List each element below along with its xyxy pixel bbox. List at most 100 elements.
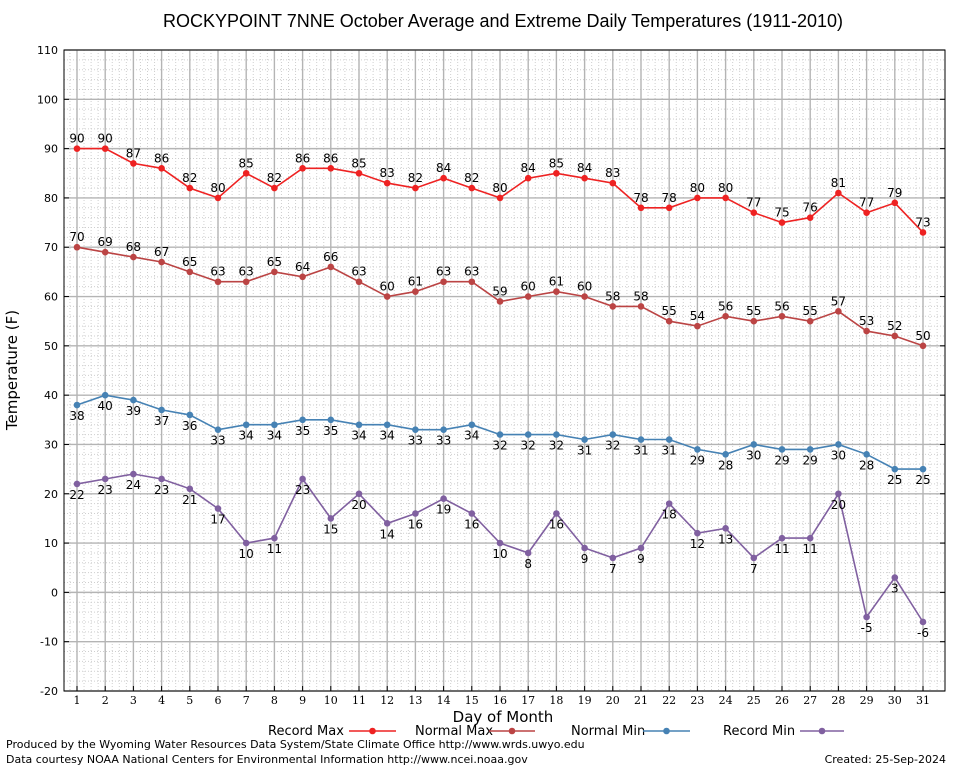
data-point <box>665 204 673 212</box>
data-point <box>383 179 391 187</box>
data-point <box>750 554 758 562</box>
data-point <box>214 194 222 202</box>
x-tick-label: 13 <box>408 694 422 707</box>
data-point <box>496 298 504 305</box>
data-label: 31 <box>577 444 592 458</box>
data-label: 86 <box>323 151 338 165</box>
data-label: 80 <box>210 181 225 195</box>
legend-marker <box>508 727 516 735</box>
data-point <box>553 288 560 295</box>
data-point <box>553 169 560 177</box>
data-point <box>440 278 447 286</box>
x-tick-label: 21 <box>634 694 648 707</box>
y-tick-label: 10 <box>44 537 58 550</box>
data-point <box>383 421 391 429</box>
data-point <box>722 312 729 320</box>
y-tick-label: 80 <box>44 192 58 205</box>
data-point <box>835 441 842 448</box>
x-tick-label: 31 <box>916 694 930 707</box>
y-tick-label: 70 <box>44 241 58 254</box>
data-point <box>806 446 814 453</box>
series-normal-max: 70 69 68 67 65 63 63 65 64 66 63 60 61 63 63 59 60 61 60 58… <box>69 230 931 350</box>
data-label: 58 <box>633 289 648 303</box>
data-point <box>355 421 363 429</box>
data-point <box>891 574 899 581</box>
data-label: 50 <box>915 329 930 343</box>
data-label: 20 <box>351 498 366 512</box>
y-tick-label: 20 <box>44 488 58 501</box>
data-point <box>835 189 842 197</box>
data-point <box>412 426 419 433</box>
data-label: 83 <box>380 166 395 180</box>
data-label: 10 <box>492 547 507 561</box>
data-label: 34 <box>464 429 479 443</box>
data-point <box>609 179 617 187</box>
data-label: 3 <box>891 582 899 596</box>
data-point <box>778 312 786 320</box>
data-label: 82 <box>267 171 282 185</box>
data-point <box>73 145 81 152</box>
data-point <box>553 431 560 438</box>
data-point <box>327 263 335 271</box>
data-point <box>806 317 814 325</box>
data-point <box>919 342 927 350</box>
data-label: 70 <box>69 230 84 244</box>
data-point <box>891 465 899 473</box>
data-label: 36 <box>182 419 197 433</box>
data-label: 75 <box>774 206 789 220</box>
data-point <box>665 317 673 325</box>
data-point <box>101 145 109 152</box>
y-tick-label: 0 <box>51 586 58 599</box>
data-label: 77 <box>859 196 874 210</box>
x-tick-label: 20 <box>606 694 620 707</box>
data-point <box>778 534 786 542</box>
data-point <box>73 480 81 488</box>
data-label: 34 <box>267 429 282 443</box>
x-tick-label: 25 <box>747 694 761 707</box>
data-point <box>271 184 278 192</box>
data-label: 29 <box>803 453 818 467</box>
data-label: 58 <box>605 289 620 303</box>
data-label: 84 <box>436 161 451 175</box>
data-label: 61 <box>549 275 564 289</box>
x-tick-label: 6 <box>215 694 222 707</box>
data-point <box>130 253 137 261</box>
data-point <box>355 169 363 177</box>
data-point <box>609 554 617 562</box>
data-label: 63 <box>239 265 254 279</box>
legend-label: Record Min <box>723 724 795 739</box>
legend-item: Record Min <box>723 724 844 739</box>
data-point <box>750 209 758 217</box>
data-point <box>863 451 870 458</box>
data-point <box>186 485 194 493</box>
data-point <box>637 204 645 212</box>
data-label: 7 <box>609 562 617 576</box>
data-label: 65 <box>267 255 282 269</box>
y-tick-label: 30 <box>44 438 58 451</box>
data-label: 55 <box>746 304 761 318</box>
legend-item: Normal Max <box>415 724 535 739</box>
data-point <box>637 544 645 552</box>
data-label: 79 <box>887 186 902 200</box>
data-point <box>383 520 391 527</box>
data-label: 82 <box>182 171 197 185</box>
legend-marker <box>663 727 670 735</box>
x-tick-label: 15 <box>465 694 479 707</box>
data-label: 57 <box>831 294 846 308</box>
x-tick-label: 2 <box>102 694 109 707</box>
data-point <box>609 303 617 310</box>
data-point <box>158 258 165 266</box>
data-point <box>186 184 194 192</box>
data-label: 32 <box>605 439 620 453</box>
data-label: 7 <box>750 562 758 576</box>
data-label: 87 <box>126 146 141 160</box>
data-label: 81 <box>831 176 846 190</box>
data-label: 9 <box>581 552 589 566</box>
data-point <box>73 243 81 251</box>
y-tick-label: 90 <box>44 143 58 156</box>
y-tick-label: 40 <box>44 389 58 402</box>
data-label: 80 <box>718 181 733 195</box>
data-label: 60 <box>577 280 592 294</box>
x-tick-label: 11 <box>352 694 366 707</box>
